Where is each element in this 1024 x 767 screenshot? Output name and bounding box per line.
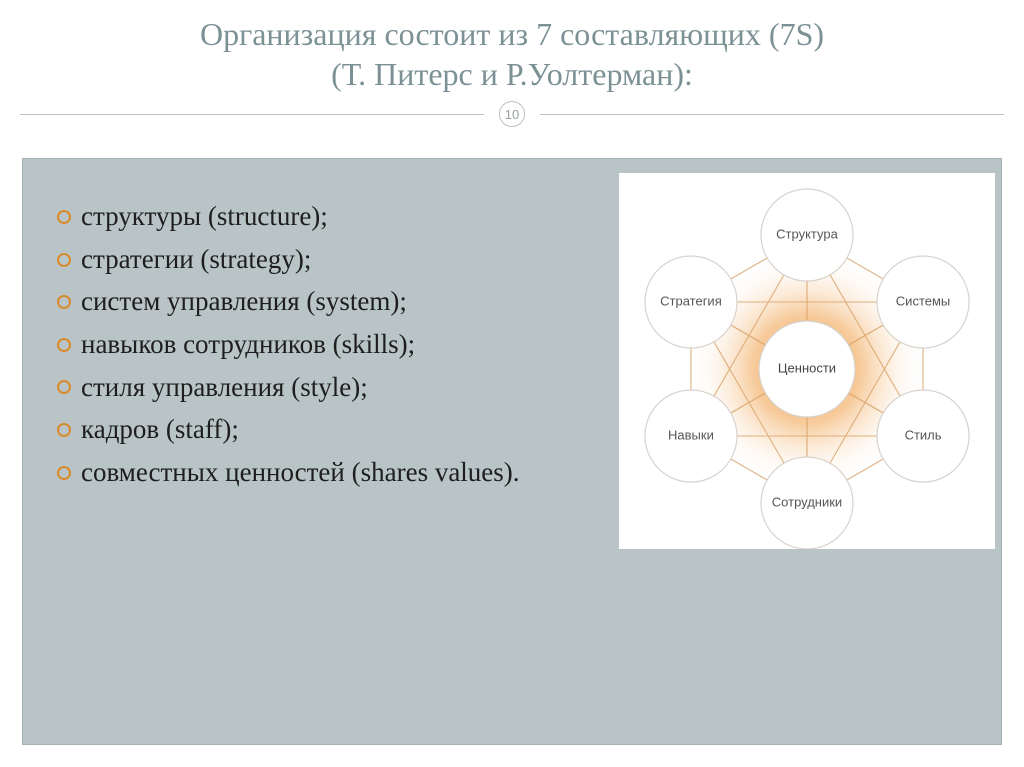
diagram-node-label-strategy: Стратегия — [660, 293, 722, 308]
rule-left — [20, 114, 484, 115]
diagram-node-label-staff: Сотрудники — [772, 494, 842, 509]
rule-right — [540, 114, 1004, 115]
content-panel: структуры (structure); стратегии (strate… — [22, 158, 1002, 745]
page-number-badge: 10 — [0, 102, 1024, 126]
list-item: совместных ценностей (shares values). — [51, 451, 641, 494]
title-line-1: Организация состоит из 7 составляющих (7… — [40, 14, 984, 54]
diagram-center-label: Ценности — [778, 360, 836, 375]
list-item: навыков сотрудников (skills); — [51, 323, 641, 366]
list-item: структуры (structure); — [51, 195, 641, 238]
page-number: 10 — [499, 101, 525, 127]
slide-title: Организация состоит из 7 составляющих (7… — [0, 0, 1024, 94]
bullet-list: структуры (structure); стратегии (strate… — [51, 195, 641, 494]
diagram-node-label-structure: Структура — [776, 226, 838, 241]
list-item: кадров (staff); — [51, 408, 641, 451]
list-item: систем управления (system); — [51, 280, 641, 323]
diagram-node-label-systems: Системы — [896, 293, 950, 308]
diagram-node-label-style: Стиль — [905, 427, 942, 442]
seven-s-diagram: Ценности Структура Системы Стиль Сотрудники Н… — [619, 173, 995, 549]
title-line-2: (Т. Питерс и Р.Уолтерман): — [40, 54, 984, 94]
diagram-node-label-skills: Навыки — [668, 427, 714, 442]
list-item: стратегии (strategy); — [51, 238, 641, 281]
list-item: стиля управления (style); — [51, 366, 641, 409]
